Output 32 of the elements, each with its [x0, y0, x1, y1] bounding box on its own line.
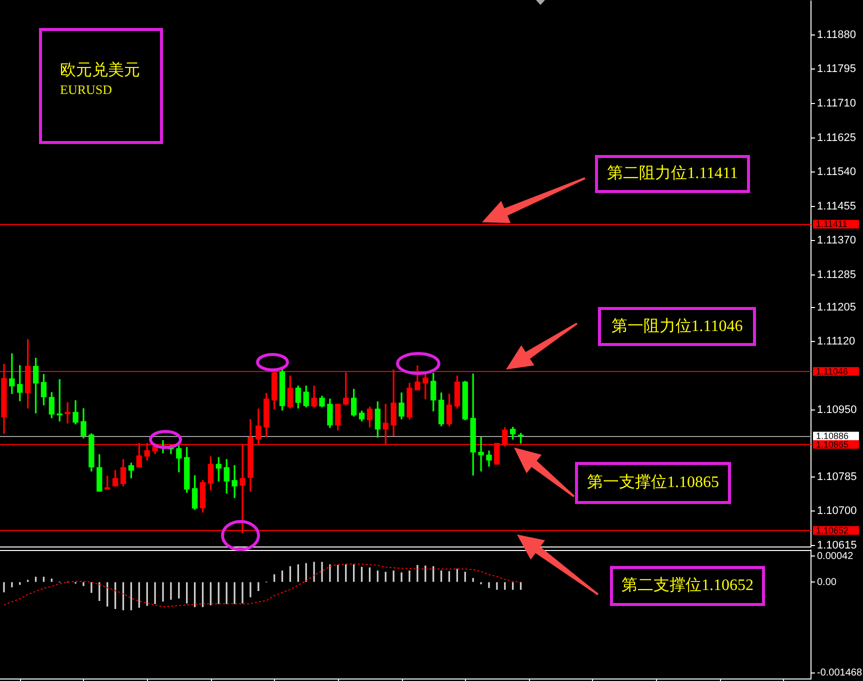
- ref-line-label: 1.10886: [816, 431, 849, 442]
- y-tick-label: 0.00042: [817, 550, 854, 562]
- text: 欧元兑美元: [60, 60, 140, 79]
- y-tick-label: 1.11795: [817, 63, 856, 76]
- y-tick-label: -0.001468: [817, 668, 862, 679]
- y-tick-label: 1.11370: [817, 234, 856, 247]
- y-tick-label: 1.11880: [817, 28, 856, 41]
- y-tick-label: 1.10615: [817, 539, 857, 552]
- y-tick-label: 1.10785: [817, 470, 857, 483]
- annotation: 第一支撑位1.10865: [587, 474, 719, 492]
- y-tick-label: 1.11540: [817, 166, 856, 178]
- text: EURUSD: [60, 82, 112, 97]
- y-tick-label: 1.11120: [817, 336, 856, 348]
- y-tick-label: 0.00: [817, 576, 837, 588]
- y-tick-label: 1.11285: [817, 269, 856, 282]
- candlestick: [478, 436, 484, 472]
- annotation: 第二支撑位1.10652: [622, 577, 754, 596]
- annotation: 第二阻力位1.11411: [607, 165, 738, 184]
- ref-line-label: 1.11046: [816, 366, 848, 376]
- y-tick-label: 1.10950: [817, 404, 857, 416]
- candlestick: [232, 465, 238, 498]
- line-series: [3, 564, 522, 608]
- annotation: 第一阻力位1.11046: [611, 318, 743, 336]
- y-tick-label: 1.11625: [817, 132, 856, 144]
- ref-line-label: 1.10652: [816, 525, 849, 536]
- y-tick-label: 1.11455: [817, 200, 856, 212]
- ref-line-label: 1.10865: [816, 439, 849, 450]
- y-tick-label: 1.11205: [817, 301, 856, 314]
- y-tick-label: 1.10700: [817, 505, 857, 518]
- candlestick: [9, 353, 15, 394]
- ref-line-label: 1.11411: [816, 219, 848, 230]
- y-tick-label: 1.11710: [817, 98, 856, 110]
